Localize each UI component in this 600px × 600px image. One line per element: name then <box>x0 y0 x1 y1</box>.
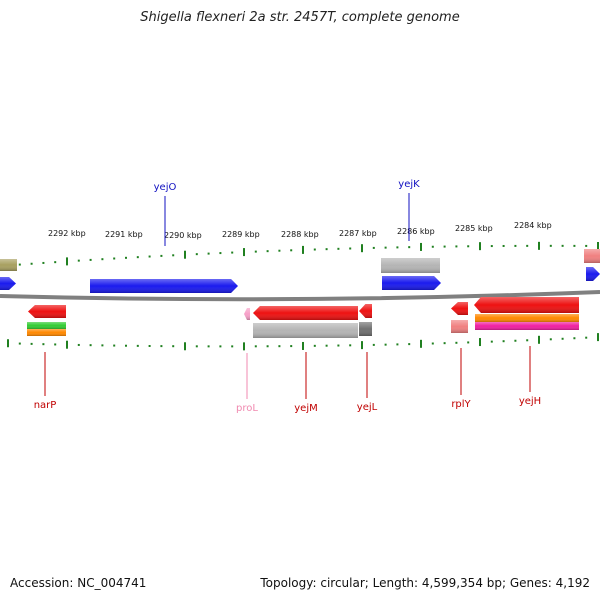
genome-title: Shigella flexneri 2a str. 2457T, complet… <box>140 10 460 25</box>
feature-yejH-shade <box>474 297 579 313</box>
gene-label-bottom: rplY <box>451 399 471 410</box>
feature-forward-right-edge-shade <box>586 267 600 281</box>
tick-label: 2291 kbp <box>105 230 143 239</box>
feature-orange-yejH-shade <box>475 314 579 322</box>
upper-tick-ring <box>7 241 599 270</box>
tick-label: 2289 kbp <box>222 230 260 239</box>
feature-rplY-shade <box>451 302 468 315</box>
tick-label: 2284 kbp <box>514 221 552 230</box>
feature-green-narP-shade <box>27 322 66 329</box>
feature-narP-shade <box>28 305 66 318</box>
feature-grey-yejM-shade <box>253 323 358 338</box>
feature-yejO-shade <box>90 279 238 293</box>
tick-label: 2288 kbp <box>281 230 319 239</box>
genome-summary-text: Topology: circular; Length: 4,599,354 bp… <box>260 576 590 590</box>
gene-labels: yejO yejK narP proL yejM yejL rplY yejH <box>34 179 541 414</box>
feature-yejK-shade <box>382 276 441 290</box>
feature-forward-left-edge-shade <box>0 277 16 290</box>
gene-label-bottom: yejM <box>294 403 317 414</box>
gene-label-top: yejK <box>398 179 420 190</box>
tick-label: 2286 kbp <box>397 227 435 236</box>
feature-olive-left-shade <box>0 259 17 271</box>
gene-features <box>0 249 600 338</box>
gene-label-bottom: narP <box>34 400 57 411</box>
tick-label: 2285 kbp <box>455 224 493 233</box>
feature-yejM-shade <box>253 306 358 320</box>
feature-proL-shade <box>244 308 250 320</box>
feature-pink-yejH-shade <box>475 322 579 330</box>
tick-label: 2287 kbp <box>339 229 377 238</box>
feature-salmon-rplY-shade <box>451 320 468 333</box>
feature-salmon-right-shade <box>584 249 600 263</box>
feature-yejL-shade <box>359 304 372 318</box>
tick-labels: 2292 kbp 2291 kbp 2290 kbp 2289 kbp 2288 kbp… <box>48 221 552 240</box>
tick-label: 2292 kbp <box>48 229 86 238</box>
gene-label-top: yejO <box>154 182 177 193</box>
accession-text: Accession: NC_004741 <box>10 576 147 590</box>
genome-backbone <box>0 290 600 302</box>
feature-orange-narP-shade <box>27 329 66 336</box>
tick-label: 2290 kbp <box>164 231 202 240</box>
feature-dark-grey-yejL-shade <box>359 322 372 336</box>
gene-label-bottom: yejH <box>519 396 541 407</box>
feature-grey-upper-shade <box>381 258 440 273</box>
gene-label-bottom: proL <box>236 403 258 414</box>
gene-label-bottom: yejL <box>357 402 378 413</box>
lower-tick-ring <box>7 333 599 351</box>
